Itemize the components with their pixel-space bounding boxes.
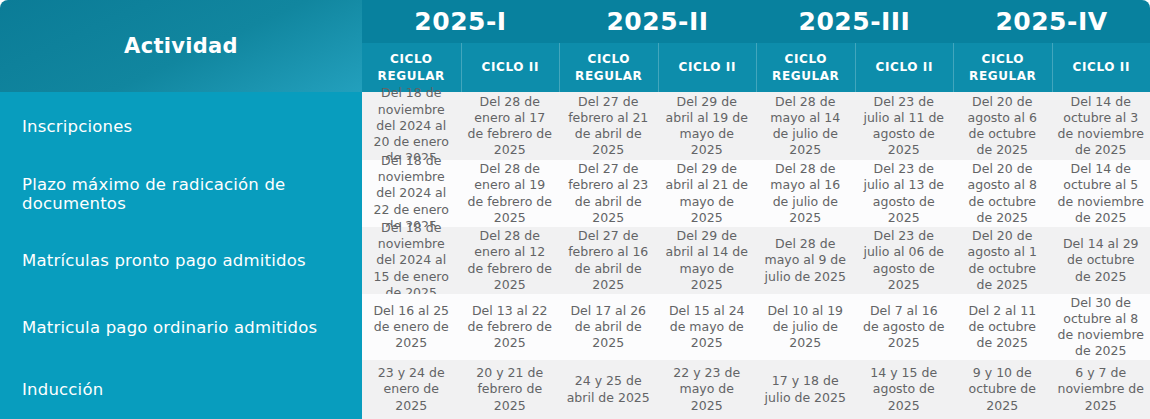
- date-cell: 9 y 10 de octubre de 2025: [953, 360, 1052, 419]
- date-cell: Del 30 de octubre al 8 de noviembre de 2…: [1052, 294, 1150, 360]
- period-header-2025-ii: 2025-II: [559, 0, 756, 43]
- ciclo-regular-header-2025-iv: CICLO REGULAR: [953, 43, 1052, 92]
- activity-label-induccion: Inducción: [0, 360, 362, 419]
- date-cell: 20 y 21 de febrero de 2025: [461, 360, 560, 419]
- ciclo-ii-header-2025-iv: CICLO II: [1052, 43, 1150, 92]
- date-cell: Del 28 de mayo al 16 de julio de 2025: [756, 160, 855, 227]
- date-cell: 6 y 7 de noviembre de 2025: [1052, 360, 1150, 419]
- date-cell: Del 29 de abril al 19 de mayo de 2025: [658, 92, 757, 160]
- ciclo-ii-header-2025-i: CICLO II: [461, 43, 560, 92]
- ciclo-regular-header-2025-iii: CICLO REGULAR: [756, 43, 855, 92]
- date-cell: Del 7 al 16 de agosto de 2025: [855, 294, 954, 360]
- date-cell: Del 18 de noviembre del 2024 al 22 de en…: [362, 160, 461, 227]
- activity-label-inscripciones: Inscripciones: [0, 92, 362, 160]
- date-cell: Del 23 de julio al 13 de agosto de 2025: [855, 160, 954, 227]
- date-cell: Del 28 de enero al 19 de febrero de 2025: [461, 160, 560, 227]
- date-cell: Del 29 de abril al 21 de mayo de 2025: [658, 160, 757, 227]
- ciclo-ii-header-2025-iii: CICLO II: [855, 43, 954, 92]
- date-cell: Del 20 de agosto al 8 de octubre de 2025: [953, 160, 1052, 227]
- date-cell: Del 27 de febrero al 23 de abril de 2025: [559, 160, 658, 227]
- date-cell: Del 14 de octubre al 5 de noviembre de 2…: [1052, 160, 1150, 227]
- date-cell: Del 23 de julio al 06 de agosto de 2025: [855, 227, 954, 294]
- date-cell: Del 28 de enero al 12 de febrero de 2025: [461, 227, 560, 294]
- activity-column-header: Actividad: [0, 0, 362, 92]
- date-cell: Del 2 al 11 de octubre de 2025: [953, 294, 1052, 360]
- date-cell: Del 20 de agosto al 6 de octubre de 2025: [953, 92, 1052, 160]
- date-cell: 14 y 15 de agosto de 2025: [855, 360, 954, 419]
- date-cell: Del 14 al 29 de octubre de 2025: [1052, 227, 1150, 294]
- activity-label-plazo-radicacion: Plazo máximo de radicación de documentos: [0, 160, 362, 227]
- date-cell: Del 15 al 24 de mayo de 2025: [658, 294, 757, 360]
- ciclo-ii-header-2025-ii: CICLO II: [658, 43, 757, 92]
- date-cell: Del 18 de noviembre del 2024 al 20 de en…: [362, 92, 461, 160]
- academic-calendar-table: Actividad 2025-I 2025-II 2025-III 2025-I…: [0, 0, 1150, 419]
- date-cell: 22 y 23 de mayo de 2025: [658, 360, 757, 419]
- activity-label-matricula-pago-ordinario: Matricula pago ordinario admitidos: [0, 294, 362, 360]
- period-header-2025-iii: 2025-III: [756, 0, 953, 43]
- date-cell: Del 10 al 19 de julio de 2025: [756, 294, 855, 360]
- date-cell: Del 28 de enero al 17 de febrero de 2025: [461, 92, 560, 160]
- date-cell: Del 14 de octubre al 3 de noviembre de 2…: [1052, 92, 1150, 160]
- period-header-2025-iv: 2025-IV: [953, 0, 1150, 43]
- date-cell: 17 y 18 de julio de 2025: [756, 360, 855, 419]
- ciclo-regular-header-2025-ii: CICLO REGULAR: [559, 43, 658, 92]
- date-cell: Del 23 de julio al 11 de agosto de 2025: [855, 92, 954, 160]
- date-cell: Del 28 de mayo al 14 de julio de 2025: [756, 92, 855, 160]
- date-cell: Del 17 al 26 de abril de 2025: [559, 294, 658, 360]
- date-cell: Del 18 de noviembre del 2024 al 15 de en…: [362, 227, 461, 294]
- date-cell: 24 y 25 de abril de 2025: [559, 360, 658, 419]
- date-cell: Del 29 de abril al 14 de mayo de 2025: [658, 227, 757, 294]
- period-header-2025-i: 2025-I: [362, 0, 559, 43]
- date-cell: 23 y 24 de enero de 2025: [362, 360, 461, 419]
- date-cell: Del 28 de mayo al 9 de julio de 2025: [756, 227, 855, 294]
- date-cell: Del 27 de febrero al 16 de abril de 2025: [559, 227, 658, 294]
- date-cell: Del 16 al 25 de enero de 2025: [362, 294, 461, 360]
- date-cell: Del 27 de febrero al 21 de abril de 2025: [559, 92, 658, 160]
- date-cell: Del 13 al 22 de febrero de 2025: [461, 294, 560, 360]
- activity-label-matriculas-pronto-pago: Matrículas pronto pago admitidos: [0, 227, 362, 294]
- date-cell: Del 20 de agosto al 1 de octubre de 2025: [953, 227, 1052, 294]
